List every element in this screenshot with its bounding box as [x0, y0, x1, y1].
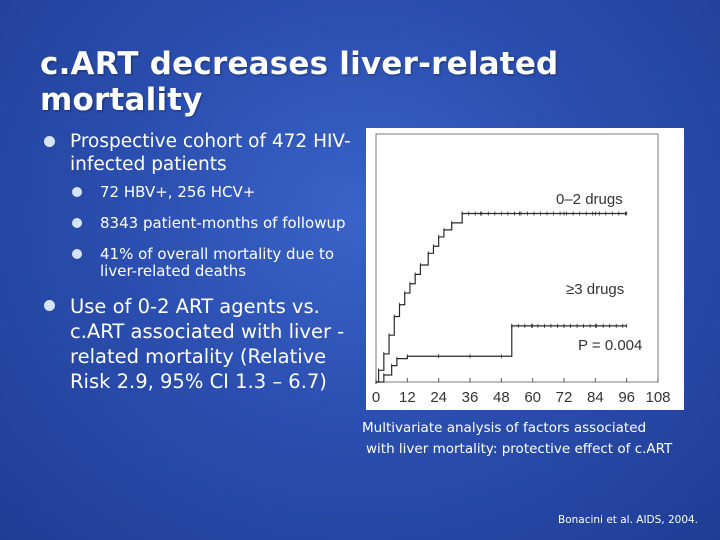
legend-label-high-drugs: ≥3 drugs	[566, 281, 624, 298]
x-tick-label: 12	[399, 389, 416, 406]
survival-chart-svg: 0 12 24 36 48 60 72 84 96 108 0–2 drugs ≥3 drugs P =…	[372, 133, 671, 406]
sub-bullet-liver-deaths: 41% of overall mortality due to liver-re…	[72, 246, 354, 280]
x-tick-label: 108	[645, 389, 670, 406]
bullet-art-agents: Use of 0-2 ART agents vs. c.ART associat…	[44, 294, 354, 394]
x-tick-label: 0	[372, 389, 380, 406]
legend-label-low-drugs: 0–2 drugs	[556, 191, 623, 208]
plot-frame	[375, 133, 659, 383]
sub-bullet-followup: 8343 patient-months of followup	[72, 215, 354, 232]
x-tick-label: 72	[556, 389, 573, 406]
caption-line-1: Multivariate analysis of factors associa…	[362, 420, 647, 436]
x-tick-label: 36	[462, 389, 479, 406]
bullet-cohort: Prospective cohort of 472 HIV-infected p…	[44, 130, 354, 176]
series-line-low-drugs	[376, 212, 627, 383]
slide-title: c.ART decreases liver-related mortality	[40, 46, 559, 118]
x-tick-label: 24	[430, 389, 447, 406]
x-tick-label: 96	[618, 389, 635, 406]
x-tick-label: 84	[587, 389, 604, 406]
citation: Bonacini et al. AIDS, 2004.	[558, 514, 699, 526]
caption-line-2: with liver mortality: protective effect …	[366, 441, 673, 457]
x-tick-label: 48	[493, 389, 510, 406]
sub-bullet-hbv-hcv: 72 HBV+, 256 HCV+	[72, 184, 354, 201]
chart-caption: Multivariate analysis of factors associa…	[362, 418, 707, 460]
x-tick-label: 60	[524, 389, 541, 406]
p-value-label: P = 0.004	[578, 337, 642, 354]
bullet-list: Prospective cohort of 472 HIV-infected p…	[44, 130, 354, 402]
survival-chart: 0 12 24 36 48 60 72 84 96 108 0–2 drugs ≥3 drugs P =…	[366, 128, 684, 410]
